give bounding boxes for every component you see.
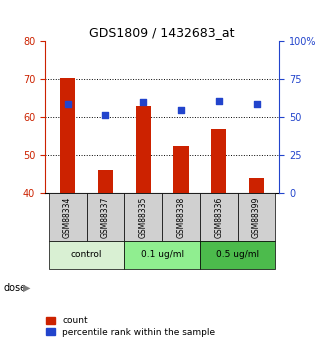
- Bar: [211, 129, 226, 193]
- Point: [254, 102, 259, 107]
- Bar: [124, 241, 200, 269]
- Point: [65, 102, 70, 107]
- Legend: count, percentile rank within the sample: count, percentile rank within the sample: [46, 316, 216, 337]
- Text: GSM88338: GSM88338: [177, 196, 186, 238]
- Point: [141, 99, 146, 105]
- Text: GSM88336: GSM88336: [214, 196, 223, 238]
- Bar: [87, 193, 124, 241]
- Bar: [136, 106, 151, 193]
- Text: GSM88337: GSM88337: [101, 196, 110, 238]
- Point: [216, 99, 221, 104]
- Bar: [60, 78, 75, 193]
- Bar: [249, 178, 264, 193]
- Point: [178, 107, 184, 112]
- Bar: [49, 193, 87, 241]
- Bar: [200, 193, 238, 241]
- Bar: [200, 241, 275, 269]
- Bar: [49, 241, 124, 269]
- Text: GSM88335: GSM88335: [139, 196, 148, 238]
- Text: GSM88399: GSM88399: [252, 196, 261, 238]
- Point: [103, 112, 108, 118]
- Bar: [238, 193, 275, 241]
- Text: 0.1 ug/ml: 0.1 ug/ml: [141, 250, 184, 259]
- Bar: [124, 193, 162, 241]
- Text: dose: dose: [3, 283, 26, 293]
- Text: ▶: ▶: [23, 283, 30, 293]
- Bar: [98, 170, 113, 193]
- Bar: [162, 193, 200, 241]
- Bar: [173, 146, 188, 193]
- Text: GSM88334: GSM88334: [63, 196, 72, 238]
- Title: GDS1809 / 1432683_at: GDS1809 / 1432683_at: [89, 26, 235, 39]
- Text: control: control: [71, 250, 102, 259]
- Text: 0.5 ug/ml: 0.5 ug/ml: [216, 250, 259, 259]
